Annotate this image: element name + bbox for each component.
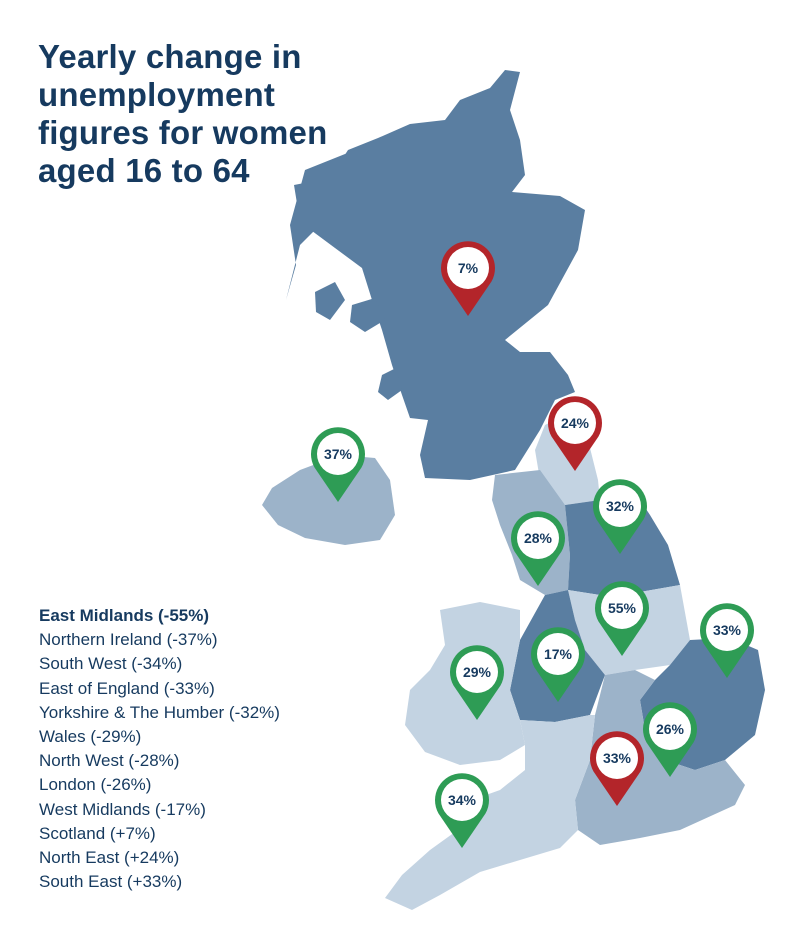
map-pin-label: 34% xyxy=(448,792,477,808)
map-pin-wales: 29% xyxy=(450,645,505,720)
map-pin-east-of-england: 33% xyxy=(700,603,754,678)
legend-item: North East (+24%) xyxy=(39,848,180,868)
legend-item: South East (+33%) xyxy=(39,872,183,892)
map-pin-north-west: 28% xyxy=(511,511,566,586)
legend-item: East of England (-33%) xyxy=(39,678,215,698)
map-pin-scotland: 7% xyxy=(441,241,495,316)
map-pin-northern-ireland: 37% xyxy=(311,427,365,502)
pin-layer: 7% 24% 37% 32% 28% 55% 33% 17% 29% 26% 33% 34% xyxy=(311,241,754,848)
region-northern-ireland xyxy=(262,455,395,545)
map-pin-label: 24% xyxy=(561,415,590,431)
legend-item: Scotland (+7%) xyxy=(39,823,156,843)
region-scotland xyxy=(294,70,585,480)
map-pin-label: 37% xyxy=(324,446,353,462)
map-pin-face xyxy=(599,485,641,527)
legend-item: West Midlands (-17%) xyxy=(39,799,206,819)
map-pin-label: 7% xyxy=(458,260,479,276)
legend-item: Wales (-29%) xyxy=(39,727,142,747)
map-pin-label: 17% xyxy=(544,646,573,662)
legend-item: Northern Ireland (-37%) xyxy=(39,630,218,650)
map-pin-face xyxy=(317,433,359,475)
map-pin-label: 55% xyxy=(608,600,637,616)
map-pin-label: 28% xyxy=(524,530,553,546)
map-pin-west-midlands: 17% xyxy=(531,627,585,702)
map-pin-face xyxy=(649,708,691,750)
legend-item: London (-26%) xyxy=(39,775,152,795)
legend-item: East Midlands (-55%) xyxy=(39,606,210,625)
map-pin-face xyxy=(517,517,559,559)
map-pin-face xyxy=(537,633,579,675)
map-pin-south-west: 34% xyxy=(435,773,490,848)
map-pin-label: 33% xyxy=(713,622,742,638)
map-pin-label: 33% xyxy=(603,750,632,766)
island-hebrides-2 xyxy=(315,282,345,320)
island-hebrides-1 xyxy=(286,150,360,300)
map-pin-london: 26% xyxy=(643,702,697,777)
legend-item: Yorkshire & The Humber (-32%) xyxy=(39,702,280,722)
region-south-west xyxy=(385,715,595,910)
map-pin-label: 26% xyxy=(656,721,685,737)
map-pin-face xyxy=(441,779,483,821)
map-pin-north-east: 24% xyxy=(548,396,602,471)
legend-item: South West (-34%) xyxy=(39,654,183,674)
island-islay xyxy=(378,368,402,400)
legend-list: East Midlands (-55%) Northern Ireland (-… xyxy=(39,604,280,894)
map-pin-face xyxy=(706,609,748,651)
map-pin-face xyxy=(554,402,596,444)
map-pin-label: 29% xyxy=(463,664,492,680)
region-shapes xyxy=(262,70,765,910)
map-pin-east-midlands: 55% xyxy=(595,581,650,656)
legend-item: North West (-28%) xyxy=(39,751,180,771)
map-pin-face xyxy=(601,587,643,629)
map-pin-face xyxy=(447,247,489,289)
map-pin-face xyxy=(456,651,498,693)
island-mull xyxy=(350,298,385,332)
map-pin-yorkshire-the-humber: 32% xyxy=(593,479,648,554)
map-title: Yearly change in unemployment figures fo… xyxy=(38,38,328,189)
map-pin-south-east: 33% xyxy=(590,731,644,806)
map-pin-face xyxy=(596,737,638,779)
map-pin-label: 32% xyxy=(606,498,635,514)
